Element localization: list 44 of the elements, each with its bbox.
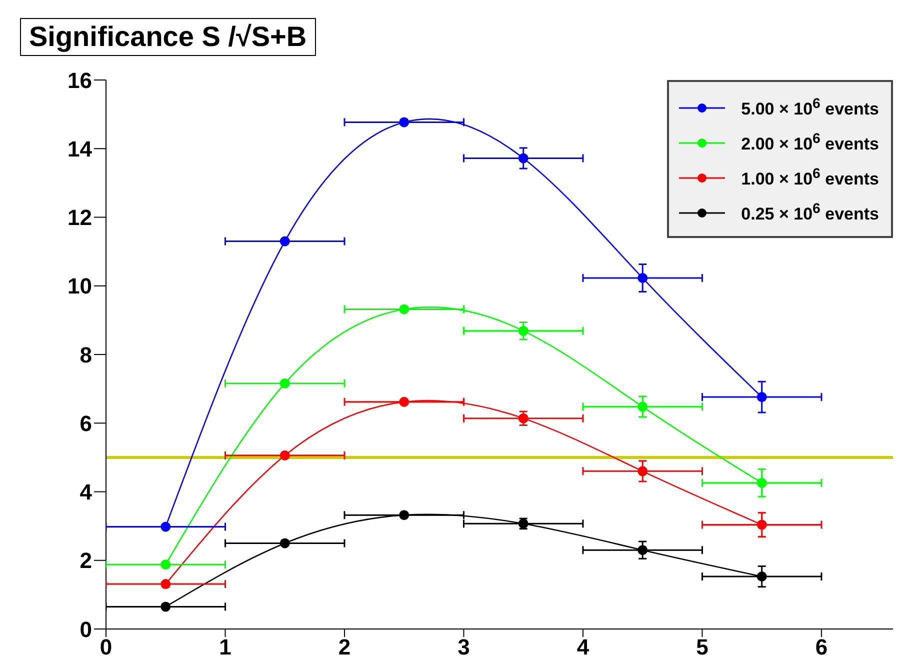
point: [280, 236, 290, 246]
y-tick-label: 0: [80, 616, 92, 642]
point: [280, 450, 290, 460]
point: [160, 579, 171, 590]
legend-label: 0.25 × 10$^{6}$ events: [741, 200, 879, 224]
x-tick-label: 5: [696, 634, 708, 660]
legend-label: 5.00 × 10$^{6}$ events: [741, 96, 879, 120]
point: [160, 602, 171, 612]
point: [280, 538, 290, 548]
x-tick-label: 6: [815, 634, 828, 660]
legend-label: 2.00 × 10$^{6}$ events: [741, 130, 879, 154]
point: [756, 392, 767, 402]
y-tick-label: 8: [80, 342, 92, 368]
point: [160, 522, 171, 532]
point: [399, 510, 410, 520]
y-tick-label: 12: [68, 205, 92, 230]
point: [399, 304, 410, 314]
y-tick-label: 16: [68, 68, 92, 93]
y-tick-label: 10: [68, 274, 92, 299]
point: [399, 396, 410, 407]
y-tick-label: 14: [68, 136, 93, 162]
point: [638, 466, 648, 476]
point: [638, 545, 648, 556]
point: [638, 402, 648, 412]
point: [399, 117, 410, 128]
point: [756, 572, 767, 582]
y-tick-label: 6: [80, 410, 92, 436]
point: [756, 478, 767, 488]
x-tick-label: 1: [219, 634, 232, 660]
point: [518, 326, 528, 336]
y-tick-label: 4: [80, 480, 93, 505]
y-tick-label: 2: [80, 548, 92, 574]
x-tick-label: 2: [338, 634, 351, 660]
point: [638, 272, 648, 283]
point: [518, 413, 528, 424]
point: [160, 559, 171, 570]
x-tick-label: 0: [100, 634, 112, 660]
point: [756, 520, 767, 530]
chart-title: Significance S /√S+B: [20, 18, 316, 56]
x-tick-label: 4: [576, 634, 590, 660]
x-tick-label: 3: [458, 634, 470, 660]
legend-label: 1.00 × 10$^{6}$ events: [741, 166, 879, 190]
point: [280, 378, 290, 388]
point: [518, 153, 528, 164]
